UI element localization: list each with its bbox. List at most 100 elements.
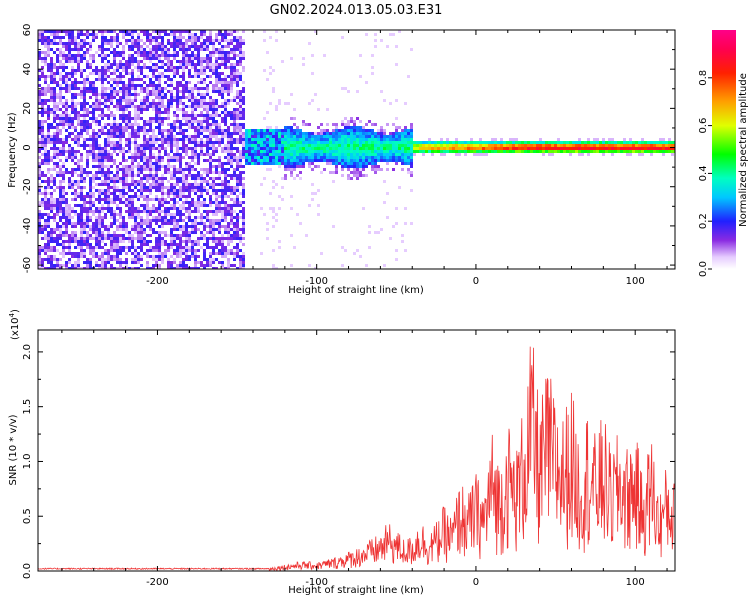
heatmap-cell [200, 183, 203, 186]
heatmap-cell [296, 135, 299, 138]
heatmap-cell [164, 57, 167, 60]
heatmap-cell [443, 147, 446, 150]
heatmap-cell [116, 39, 119, 42]
heatmap-cell [521, 141, 524, 144]
heatmap-cell [353, 138, 356, 141]
heatmap-cell [110, 90, 113, 93]
heatmap-cell [116, 168, 119, 171]
heatmap-cell [92, 159, 95, 162]
heatmap-cell [161, 210, 164, 213]
heatmap-cell [407, 162, 410, 165]
heatmap-cell [98, 168, 101, 171]
heatmap-cell [221, 195, 224, 198]
heatmap-cell [134, 261, 137, 264]
heatmap-cell [221, 252, 224, 255]
heatmap-cell [155, 66, 158, 69]
heatmap-cell [113, 177, 116, 180]
heatmap-cell [53, 264, 56, 267]
heatmap-cell [374, 138, 377, 141]
heatmap-cell [206, 42, 209, 45]
heatmap-cell [191, 249, 194, 252]
heatmap-cell [101, 51, 104, 54]
heatmap-cell [227, 222, 230, 225]
heatmap-cell [350, 156, 353, 159]
heatmap-cell [260, 150, 263, 153]
heatmap-cell [143, 99, 146, 102]
heatmap-cell [257, 147, 260, 150]
heatmap-cell [383, 150, 386, 153]
heatmap-cell [50, 237, 53, 240]
heatmap-cell [338, 153, 341, 156]
heatmap-cell [374, 162, 377, 165]
heatmap-cell [185, 39, 188, 42]
heatmap-cell [200, 57, 203, 60]
heatmap-cell [56, 42, 59, 45]
heatmap-cell [125, 180, 128, 183]
heatmap-cell [140, 129, 143, 132]
heatmap-cell [92, 165, 95, 168]
heatmap-cell [311, 132, 314, 135]
heatmap-cell [506, 147, 509, 150]
heatmap-cell [329, 159, 332, 162]
heatmap-cell [74, 198, 77, 201]
heatmap-cell [134, 135, 137, 138]
heatmap-cell [56, 258, 59, 261]
heatmap-cell [200, 102, 203, 105]
heatmap-cell [158, 87, 161, 90]
heatmap-cell [101, 165, 104, 168]
heatmap-cell [326, 138, 329, 141]
heatmap-cell [224, 63, 227, 66]
heatmap-cell [197, 201, 200, 204]
heatmap-cell [170, 219, 173, 222]
heatmap-cell [158, 132, 161, 135]
heatmap-cell [62, 162, 65, 165]
heatmap-cell [104, 69, 107, 72]
heatmap-cell [131, 153, 134, 156]
heatmap-cell [59, 171, 62, 174]
heatmap-cell [107, 165, 110, 168]
heatmap-cell [77, 255, 80, 258]
heatmap-cell [137, 213, 140, 216]
heatmap-cell [146, 234, 149, 237]
heatmap-cell [62, 243, 65, 246]
heatmap-cell [164, 216, 167, 219]
heatmap-cell [140, 243, 143, 246]
heatmap-cell [239, 108, 242, 111]
heatmap-cell [449, 144, 452, 147]
heatmap-cell [353, 147, 356, 150]
heatmap-cell [146, 108, 149, 111]
heatmap-cell [107, 189, 110, 192]
heatmap-cell [233, 228, 236, 231]
heatmap-cell [128, 99, 131, 102]
heatmap-cell [341, 147, 344, 150]
heatmap-cell [164, 54, 167, 57]
heatmap-cell [272, 132, 275, 135]
heatmap-cell [419, 141, 422, 144]
heatmap-cell [119, 258, 122, 261]
heatmap-cell [47, 66, 50, 69]
heatmap-cell [410, 162, 413, 165]
heatmap-cell [206, 189, 209, 192]
heatmap-cell [104, 252, 107, 255]
heatmap-cell [497, 150, 500, 153]
heatmap-cell [131, 204, 134, 207]
heatmap-cell [182, 201, 185, 204]
heatmap-cell [59, 243, 62, 246]
heatmap-cell [188, 69, 191, 72]
heatmap-cell [173, 174, 176, 177]
heatmap-cell [140, 255, 143, 258]
heatmap-cell [197, 237, 200, 240]
heatmap-cell [59, 60, 62, 63]
heatmap-cell [176, 207, 179, 210]
heatmap-cell [131, 81, 134, 84]
heatmap-cell [488, 141, 491, 144]
heatmap-cell [92, 246, 95, 249]
heatmap-cell [233, 81, 236, 84]
heatmap-cell [203, 267, 206, 269]
heatmap-cell [191, 198, 194, 201]
heatmap-cell [242, 261, 245, 264]
heatmap-cell [365, 162, 368, 165]
heatmap-cell [152, 102, 155, 105]
heatmap-cell [302, 159, 305, 162]
heatmap-cell [113, 57, 116, 60]
